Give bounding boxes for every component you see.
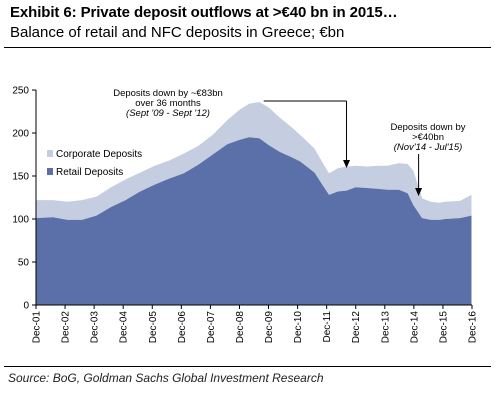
annotation-2-line-1: Deposits down by [391, 122, 466, 133]
page-title: Exhibit 6: Private deposit outflows at >… [10, 4, 398, 21]
x-tick-label: Dec-07 [206, 311, 217, 344]
y-tick-label: 250 [12, 86, 29, 97]
x-tick-label: Dec-08 [235, 311, 246, 344]
y-tick-label: 150 [12, 172, 29, 183]
y-tick-label: 0 [23, 301, 29, 312]
x-tick-label: Dec-05 [148, 311, 159, 344]
legend-label-corporate: Corporate Deposits [56, 149, 142, 160]
y-tick-label: 100 [12, 215, 29, 226]
x-tick-label: Dec-06 [177, 311, 188, 344]
annotation-2-arrowhead [415, 188, 423, 196]
page-subtitle: Balance of retail and NFC deposits in Gr… [10, 24, 345, 41]
x-tick-label: Dec-12 [351, 311, 362, 344]
legend-label-retail: Retail Deposits [56, 167, 123, 178]
x-tick-label: Dec-09 [264, 311, 275, 344]
annotation-1-arrowhead [343, 160, 351, 168]
y-tick-label: 200 [12, 129, 29, 140]
annotation-1-line-2: over 36 months [135, 98, 201, 109]
annotation-1-line-1: Deposits down by ~€83bn [113, 88, 223, 99]
corporate-deposits-area [36, 102, 472, 220]
annotation-1-note: (Sept '09 - Sept '12) [126, 108, 210, 119]
annotation-2-note: (Nov'14 - Jul'15) [394, 142, 463, 153]
y-tick-label: 50 [18, 258, 30, 269]
x-tick-label: Dec-02 [61, 311, 72, 344]
footer-rule [4, 366, 491, 367]
x-tick-label: Dec-13 [380, 311, 391, 344]
header-rule [4, 47, 491, 48]
x-tick-label: Dec-16 [468, 311, 479, 344]
x-tick-label: Dec-04 [119, 311, 130, 344]
x-tick-label: Dec-15 [438, 311, 449, 344]
x-tick-label: Dec-11 [322, 311, 333, 343]
x-tick-label: Dec-10 [293, 311, 304, 344]
retail-deposits-area [36, 137, 472, 305]
legend-swatch-corporate [47, 150, 53, 157]
annotation-2-line-2: >€40bn [412, 132, 444, 143]
x-tick-label: Dec-14 [409, 311, 420, 344]
x-tick-label: Dec-03 [90, 311, 101, 344]
x-tick-label: Dec-01 [32, 311, 43, 344]
source-note: Source: BoG, Goldman Sachs Global Invest… [8, 371, 324, 385]
legend-swatch-retail [47, 168, 53, 175]
